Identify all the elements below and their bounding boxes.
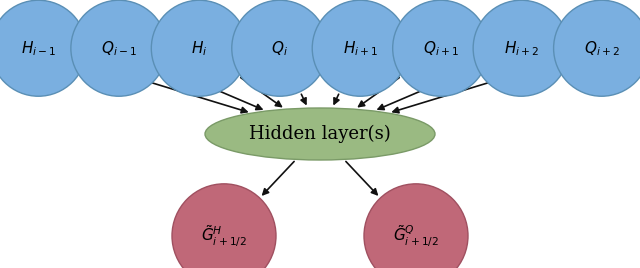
Ellipse shape bbox=[172, 184, 276, 268]
Text: $H_{i-1}$: $H_{i-1}$ bbox=[20, 39, 56, 58]
Text: $H_{i+2}$: $H_{i+2}$ bbox=[504, 39, 539, 58]
Ellipse shape bbox=[0, 0, 86, 96]
Ellipse shape bbox=[473, 0, 569, 96]
Text: $Q_{i-1}$: $Q_{i-1}$ bbox=[101, 39, 137, 58]
Ellipse shape bbox=[393, 0, 489, 96]
Ellipse shape bbox=[151, 0, 247, 96]
Ellipse shape bbox=[71, 0, 167, 96]
Ellipse shape bbox=[312, 0, 408, 96]
Text: $H_i$: $H_i$ bbox=[191, 39, 207, 58]
Text: $Q_i$: $Q_i$ bbox=[271, 39, 288, 58]
Text: $\tilde{G}^Q_{i+1/2}$: $\tilde{G}^Q_{i+1/2}$ bbox=[393, 223, 439, 249]
Text: $Q_{i+1}$: $Q_{i+1}$ bbox=[423, 39, 459, 58]
Ellipse shape bbox=[232, 0, 328, 96]
Ellipse shape bbox=[205, 108, 435, 160]
Text: $H_{i+1}$: $H_{i+1}$ bbox=[342, 39, 378, 58]
Text: $Q_{i+2}$: $Q_{i+2}$ bbox=[584, 39, 620, 58]
Ellipse shape bbox=[364, 184, 468, 268]
Text: $\tilde{G}^H_{i+1/2}$: $\tilde{G}^H_{i+1/2}$ bbox=[201, 223, 247, 249]
Text: Hidden layer(s): Hidden layer(s) bbox=[249, 125, 391, 143]
Ellipse shape bbox=[554, 0, 640, 96]
